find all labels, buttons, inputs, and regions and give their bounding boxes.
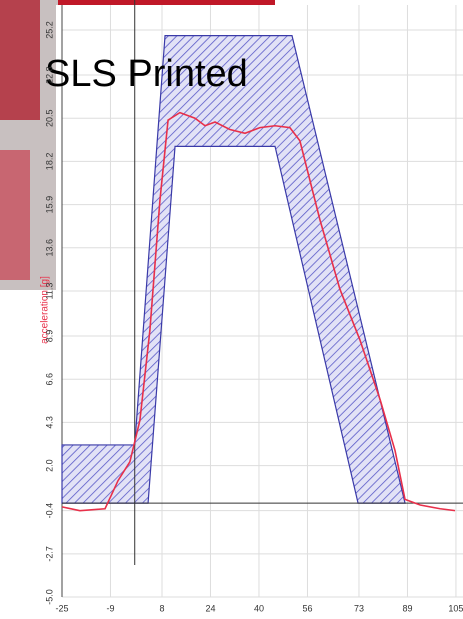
y-tick-label: 15.9: [44, 196, 54, 214]
y-tick-label: 18.2: [44, 153, 54, 171]
y-tick-label: 4.3: [44, 416, 54, 429]
y-tick-label: 25.2: [44, 21, 54, 39]
y-tick-label: 11.3: [44, 283, 54, 300]
x-tick-label: 89: [402, 603, 412, 613]
x-tick-label: 8: [159, 603, 164, 613]
x-tick-label: -25: [55, 603, 68, 613]
y-tick-label: 13.6: [44, 239, 54, 257]
x-tick-label: -9: [106, 603, 114, 613]
background-photo-red: [0, 150, 30, 280]
y-tick-label: 6.6: [44, 373, 54, 386]
y-tick-label: 20.5: [44, 109, 54, 127]
y-tick-label: -0.4: [44, 503, 54, 519]
series-line: [61, 111, 456, 512]
x-tick-label: 73: [354, 603, 364, 613]
background-bar: [58, 0, 275, 5]
x-tick-label: 40: [254, 603, 264, 613]
background-photo-red: [0, 0, 40, 120]
x-tick-label: 56: [302, 603, 312, 613]
chart-title: SLS Printed: [45, 53, 248, 95]
y-axis-label: acceleration [g]: [40, 276, 51, 344]
y-tick-label: 2.0: [44, 459, 54, 472]
y-tick-label: -2.7: [44, 546, 54, 562]
x-tick-label: 24: [205, 603, 215, 613]
y-tick-label: 8.9: [44, 330, 54, 343]
y-tick-label: 22.8: [44, 66, 54, 84]
y-tick-label: -5.0: [44, 589, 54, 605]
x-tick-label: 105: [448, 603, 463, 613]
